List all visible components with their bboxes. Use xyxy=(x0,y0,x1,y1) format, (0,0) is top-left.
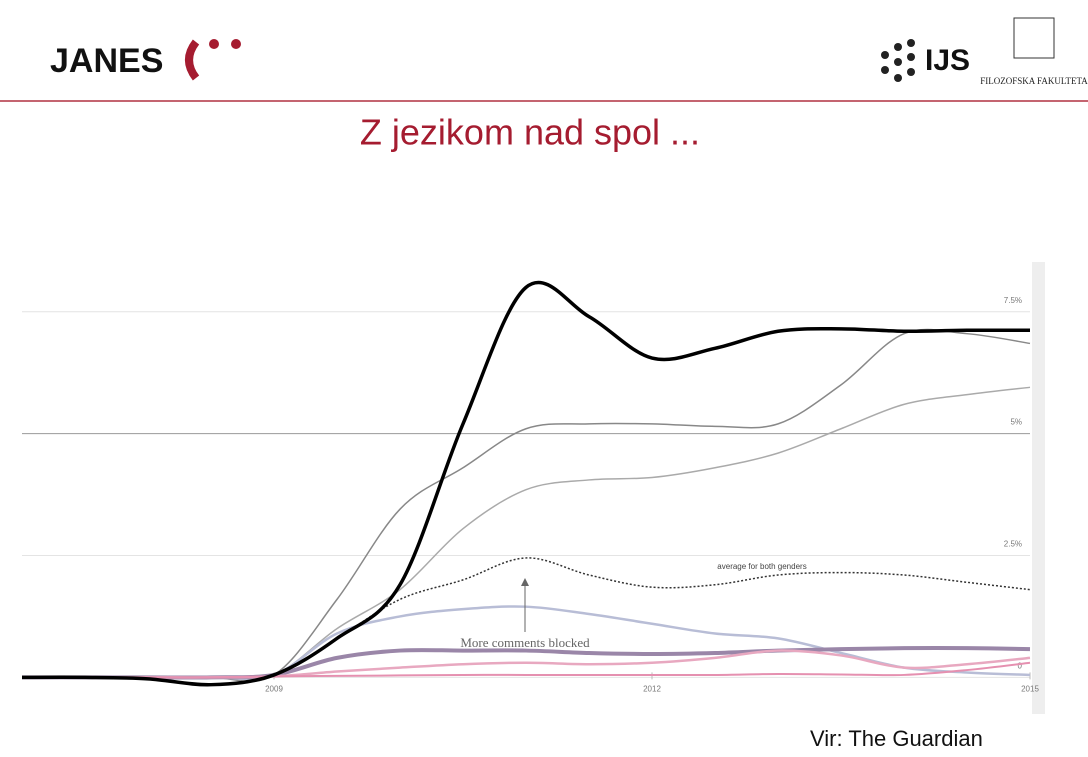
logo-dot xyxy=(231,39,241,49)
series-line xyxy=(22,661,1031,679)
x-tick-label: 2015 xyxy=(1021,684,1039,693)
janes-logo: JANES xyxy=(50,42,163,80)
y-tick-label: 2.5% xyxy=(1004,540,1022,549)
y-tick-label: 0 xyxy=(1018,661,1023,670)
series-line xyxy=(22,557,1031,680)
logo-bracket xyxy=(185,39,200,81)
y-tick-label: 5% xyxy=(1010,418,1022,427)
arrow-head xyxy=(521,578,529,586)
faculty-logo: FILOZOFSKA FAKULTETA xyxy=(980,76,1088,86)
ijs-logo: IJS xyxy=(925,44,970,77)
x-tick-label: 2012 xyxy=(643,684,661,693)
ijs-dots xyxy=(881,39,915,82)
x-tick-label: 2009 xyxy=(265,684,283,693)
y-tick-label: 7.5% xyxy=(1004,296,1022,305)
logo-dot xyxy=(209,39,219,49)
slide-title: Z jezikom nad spol ... xyxy=(360,112,700,153)
faculty-emblem xyxy=(1013,17,1055,59)
source: Vir: The Guardian xyxy=(810,726,983,751)
series-line xyxy=(21,280,1031,687)
annotation: average for both genders xyxy=(717,562,806,571)
annotation: More comments blocked xyxy=(460,635,590,650)
side-bar xyxy=(1032,262,1045,714)
